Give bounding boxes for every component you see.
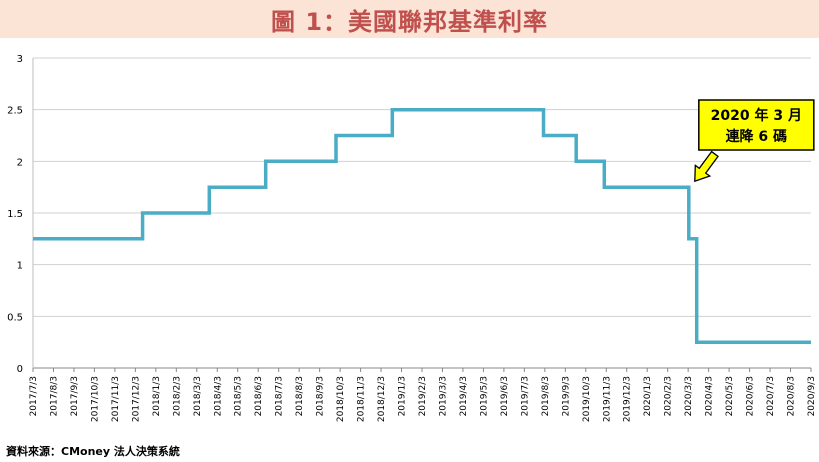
annotation-box: [698, 99, 815, 151]
annotation-line-1: 2020 年 3 月: [711, 107, 802, 124]
fed-rate-chart: 0 0.5 1 1.5 2 2.5 3 2017/7/3 2017/8/3 2017/9/3 201…: [7, 54, 817, 422]
annotation-arrow: [694, 150, 719, 183]
x-tick-label: 2018/6/3: [254, 376, 264, 416]
source-note: 資料來源：CMoney 法人決策系統: [6, 445, 180, 458]
x-tick-label: 2019/4/3: [459, 376, 469, 416]
x-tick-label: 2019/2/3: [418, 376, 428, 416]
x-tick-label: 2020/1/3: [643, 376, 653, 416]
y-tick-label: 3: [17, 54, 23, 65]
y-tick-label: 0: [17, 364, 23, 375]
x-tick-label: 2020/8/3: [787, 376, 797, 416]
y-tick-label: 0.5: [7, 312, 23, 323]
x-tick-label: 2019/5/3: [479, 376, 489, 416]
x-tick-label: 2018/8/3: [295, 376, 305, 416]
rate-series-line: [33, 107, 811, 344]
annotation-line-2: 連降 6 碼: [726, 128, 788, 145]
x-tick-label: 2018/11/3: [357, 376, 367, 422]
x-tick-label: 2019/11/3: [602, 376, 612, 422]
x-tick-label: 2020/9/3: [807, 376, 817, 416]
x-tick-label: 2018/12/3: [377, 376, 387, 422]
x-tick-label: 2020/7/3: [766, 376, 776, 416]
x-tick-label: 2018/1/3: [152, 376, 162, 416]
x-tick-label: 2018/10/3: [336, 376, 346, 422]
x-tick-label: 2017/11/3: [111, 376, 121, 422]
x-tick-label: 2018/9/3: [316, 376, 326, 416]
title-banner: 圖 1：美國聯邦基準利率: [0, 0, 819, 38]
x-tick-label: 2019/7/3: [520, 376, 530, 416]
x-tick-label: 2018/5/3: [234, 376, 244, 416]
x-tick-label: 2017/9/3: [70, 376, 80, 416]
x-tick-label: 2019/3/3: [438, 376, 448, 416]
x-tick-label: 2020/3/3: [684, 376, 694, 416]
x-tick-label: 2017/12/3: [131, 376, 141, 422]
y-tick-label: 2: [17, 157, 23, 168]
x-tick-label: 2017/7/3: [29, 376, 39, 416]
x-tick-label: 2019/8/3: [541, 376, 551, 416]
x-tick-label: 2020/4/3: [705, 376, 715, 416]
x-tick-label: 2019/1/3: [398, 376, 408, 416]
y-tick-label: 2.5: [7, 106, 23, 117]
y-tick-label: 1: [17, 261, 23, 272]
y-tick-label: 1.5: [7, 209, 23, 220]
chart-title: 圖 1：美國聯邦基準利率: [270, 7, 549, 36]
x-tick-label: 2018/3/3: [193, 376, 203, 416]
x-tick-label: 2018/7/3: [275, 376, 285, 416]
x-tick-label: 2019/9/3: [561, 376, 571, 416]
x-tick-label: 2019/10/3: [582, 376, 592, 422]
x-tick-label: 2017/8/3: [49, 376, 59, 416]
x-tick-label: 2020/6/3: [746, 376, 756, 416]
x-tick-label: 2020/2/3: [664, 376, 674, 416]
x-tick-label: 2017/10/3: [90, 376, 100, 422]
x-tick-label: 2019/12/3: [623, 376, 633, 422]
x-tick-label: 2019/6/3: [500, 376, 510, 416]
x-tick-label: 2018/4/3: [213, 376, 223, 416]
x-tick-label: 2020/5/3: [725, 376, 735, 416]
x-tick-label: 2018/2/3: [172, 376, 182, 416]
